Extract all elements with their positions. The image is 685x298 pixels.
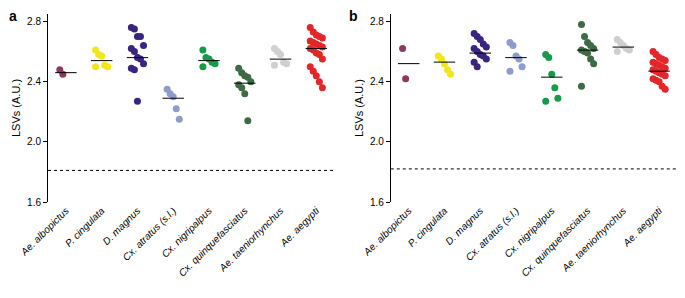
svg-text:2.8: 2.8 <box>27 16 41 27</box>
svg-text:D. magnus: D. magnus <box>443 205 485 247</box>
svg-text:Ae. albopictus: Ae. albopictus <box>18 205 71 258</box>
svg-text:LSVs (A.U.): LSVs (A.U.) <box>353 79 365 137</box>
svg-text:Ae. taeniorhynchus: Ae. taeniorhynchus <box>559 205 628 274</box>
svg-text:Ae. aegypti: Ae. aegypti <box>277 205 321 249</box>
svg-text:Cx. quinquefasciatus: Cx. quinquefasciatus <box>519 205 592 278</box>
svg-text:D. magnus: D. magnus <box>100 205 142 247</box>
svg-text:b: b <box>349 8 358 24</box>
svg-text:Cx. atratus (s.l.): Cx. atratus (s.l.) <box>463 205 521 263</box>
svg-text:P. cingulata: P. cingulata <box>63 205 107 249</box>
svg-text:Cx. atratus (s.l.): Cx. atratus (s.l.) <box>120 205 178 263</box>
svg-text:2.0: 2.0 <box>370 136 384 147</box>
svg-text:a: a <box>9 8 17 24</box>
svg-text:Cx. nigripalpus: Cx. nigripalpus <box>502 205 557 260</box>
svg-text:2.8: 2.8 <box>370 16 384 27</box>
svg-text:1.6: 1.6 <box>27 197 41 208</box>
svg-text:2.4: 2.4 <box>370 76 384 87</box>
svg-text:P. cingulata: P. cingulata <box>406 205 450 249</box>
svg-text:Cx. nigripalpus: Cx. nigripalpus <box>159 205 214 260</box>
svg-text:2.0: 2.0 <box>27 136 41 147</box>
svg-text:Cx. quinquefasciatus: Cx. quinquefasciatus <box>176 205 249 278</box>
svg-text:LSVs (A.U.): LSVs (A.U.) <box>10 79 22 137</box>
svg-text:2.4: 2.4 <box>27 76 41 87</box>
svg-text:Ae. aegypti: Ae. aegypti <box>620 205 664 249</box>
svg-text:Ae. albopictus: Ae. albopictus <box>361 205 414 258</box>
svg-text:Ae. taeniorhynchus: Ae. taeniorhynchus <box>216 205 285 274</box>
svg-text:1.6: 1.6 <box>370 197 384 208</box>
